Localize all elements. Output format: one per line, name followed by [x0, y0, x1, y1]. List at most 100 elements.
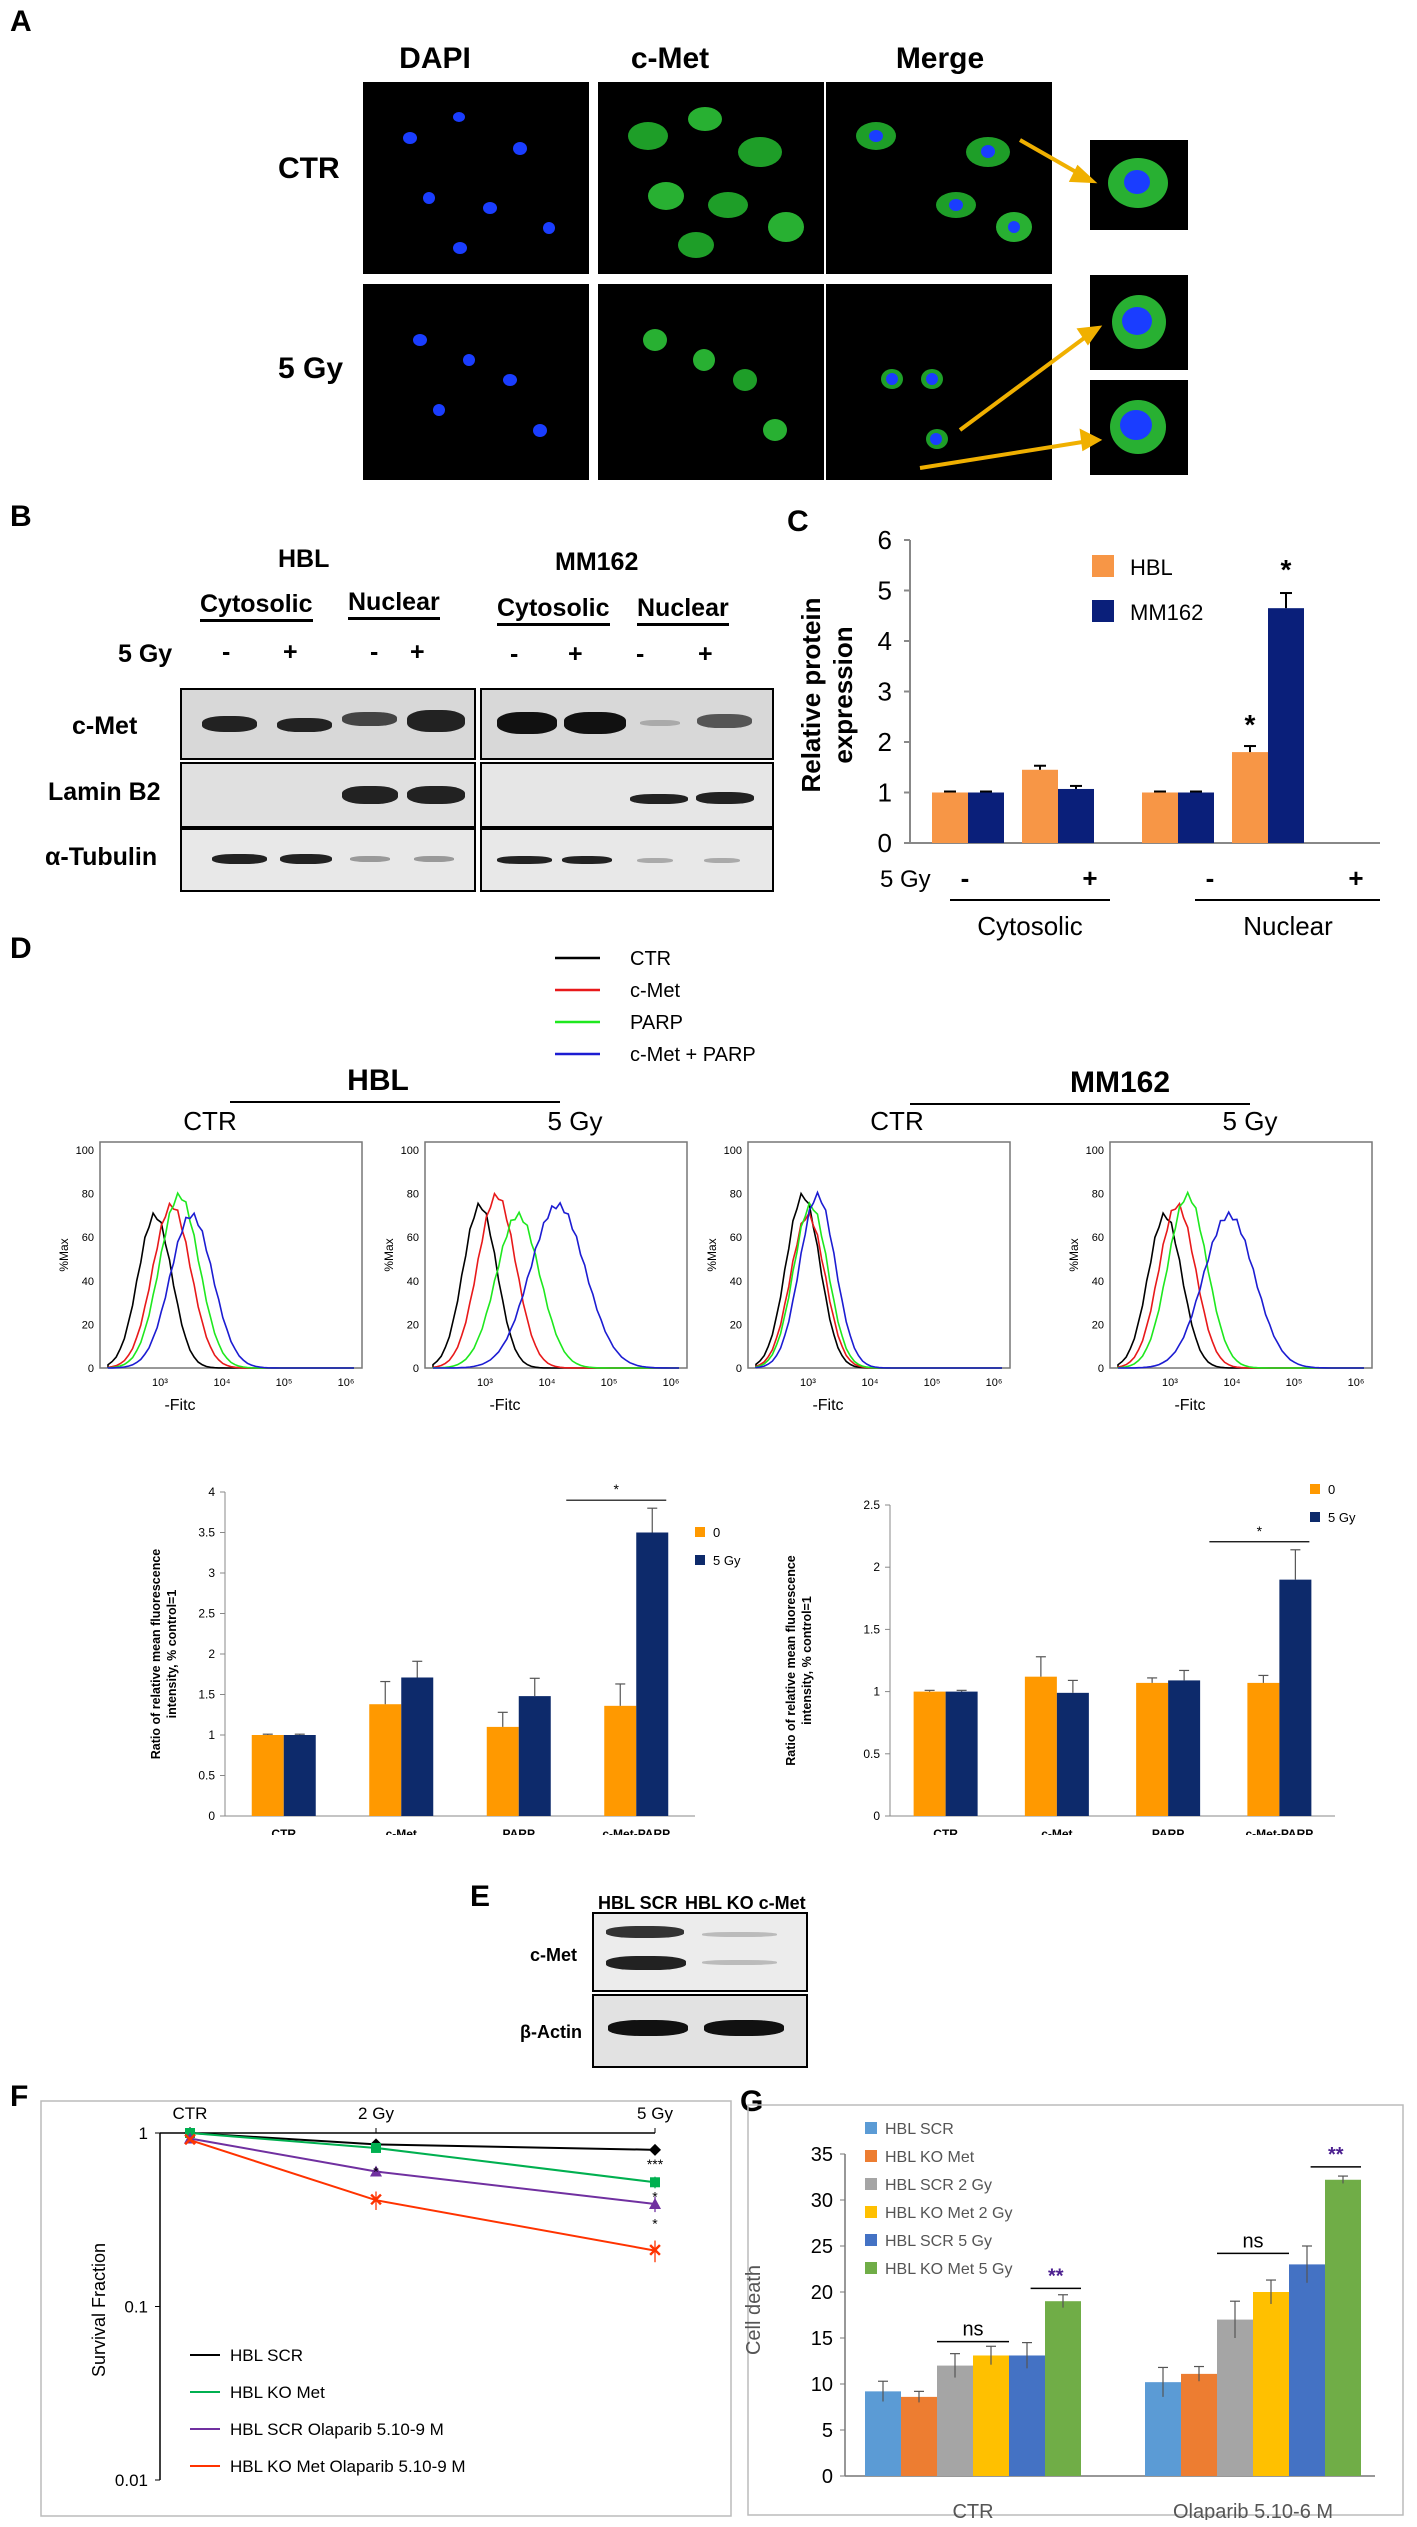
chart-d-mm162-bars: 0 0.5 1 1.5 2 2.5 Ratio of relative mean fluor…: [784, 1482, 1356, 1835]
annotation: ***: [647, 2156, 664, 2172]
legend-label: 0: [1328, 1482, 1335, 1497]
y-tick-label: 3.5: [198, 1526, 215, 1540]
legend-label: HBL KO Met: [230, 2383, 325, 2402]
y-tick-label: 1: [208, 1728, 215, 1742]
panelB-protein-laminb2: Lamin B2: [48, 778, 161, 806]
x-tick-label: c-Met: [1041, 1827, 1072, 1835]
y-tick-label: 60: [82, 1232, 94, 1244]
y-tick-label: 0: [1098, 1363, 1104, 1375]
annotation: *: [652, 2189, 658, 2205]
y-tick-label: 2: [873, 1560, 880, 1574]
condition-label: 5 Gy: [1223, 1106, 1278, 1136]
y-axis-label: %Max: [382, 1238, 396, 1271]
histogram-curve-c-met-parp: [433, 1201, 679, 1369]
x-tick-label: 10⁶: [338, 1377, 355, 1389]
histogram-curve-ctr: [755, 1191, 1002, 1369]
panelE-protein-cmet: c-Met: [530, 1945, 578, 1965]
significance-star: *: [1245, 709, 1256, 740]
y-tick-label: 1.5: [863, 1622, 880, 1636]
line-series-0: [189, 2132, 656, 2151]
micrograph-dapi-ctr: [363, 82, 589, 274]
panelB-sign: -: [510, 640, 519, 668]
x-tick-label: 10³: [152, 1377, 168, 1389]
panelB-sign: -: [370, 638, 379, 666]
y-tick-label: 1.5: [198, 1688, 215, 1702]
x-tick-label: 2 Gy: [358, 2104, 394, 2123]
panel-letter-d: D: [10, 932, 32, 965]
panelB-protein-cmet: c-Met: [72, 712, 138, 740]
panelE-col-ko: HBL KO c-Met: [685, 1893, 806, 1913]
y-tick-label: 20: [730, 1319, 742, 1331]
bar-series-5: [1045, 2301, 1081, 2476]
blot-hbl-tubulin: [180, 828, 476, 892]
blot-mm162-lamin: [480, 762, 774, 828]
x-axis-label: -Fitc: [812, 1397, 843, 1414]
x-tick-label: 10⁵: [1286, 1377, 1303, 1389]
legend-label: HBL KO Met 2 Gy: [885, 2205, 1012, 2222]
panelA-col-cmet: c-Met: [630, 42, 710, 75]
zoom-inset-5gy-bottom: [1090, 380, 1188, 475]
zoom-inset-ctr: [1090, 140, 1188, 230]
histogram-curve-ctr: [107, 1211, 354, 1369]
point-marker: ✕: [647, 2241, 662, 2261]
panelB-fraction-hbl-nuc: Nuclear: [348, 588, 440, 620]
legend-label: HBL SCR 2 Gy: [885, 2177, 992, 2194]
y-tick-label: 0.1: [124, 2298, 148, 2317]
y-tick-label: 0.5: [198, 1769, 215, 1783]
y-tick-label: 25: [811, 2236, 833, 2258]
legend-label: 5 Gy: [1328, 1510, 1356, 1525]
x-axis-label: -Fitc: [164, 1397, 195, 1414]
panelD-histograms: HBL MM162 CTR 100 80 60 40 20 0 %Max 10³ 10⁴ 10⁵ 10⁶ -…: [57, 1064, 1373, 1414]
treatment-sign: -: [1206, 863, 1215, 893]
chart-frame: [40, 2100, 732, 2517]
histogram-curve-c-met: [107, 1201, 354, 1369]
y-axis-label: %Max: [57, 1238, 71, 1271]
y-tick-label: 3: [208, 1566, 215, 1580]
histogram-curve-parp: [755, 1200, 1002, 1369]
legend-label: HBL SCR: [230, 2346, 303, 2365]
panelB-protein-tubulin: α-Tubulin: [45, 843, 158, 871]
significance-star: *: [1281, 554, 1292, 585]
y-tick-label: 20: [811, 2282, 833, 2304]
significance-star: *: [1257, 1523, 1263, 1539]
treatment-sign: -: [961, 863, 970, 893]
y-axis-label-line1: Ratio of relative mean fluorescence: [784, 1555, 798, 1766]
panelA-row-ctr: CTR: [278, 152, 340, 185]
y-tick-label: 0: [413, 1363, 419, 1375]
significance-label: **: [1328, 2144, 1344, 2166]
legend-swatch: [1092, 555, 1114, 577]
y-tick-label: 6: [878, 530, 892, 555]
legend-swatch: [865, 2122, 877, 2134]
panel-letter-c: C: [787, 505, 809, 538]
histogram-curve-c-met: [1117, 1201, 1364, 1369]
significance-label: **: [1048, 2265, 1064, 2287]
x-tick-label: 10³: [1162, 1377, 1178, 1389]
bar-hbl: [932, 792, 968, 843]
legend-label: HBL SCR 5 Gy: [885, 2233, 992, 2250]
bar-5gy: [1168, 1680, 1201, 1816]
bar-series-3: [1253, 2292, 1289, 2476]
bar-series-2: [937, 2365, 973, 2476]
y-tick-label: 20: [82, 1319, 94, 1331]
y-tick-label: 2.5: [198, 1607, 215, 1621]
y-tick-label: 60: [1092, 1232, 1104, 1244]
panelE-col-scr: HBL SCR: [598, 1893, 678, 1913]
blot-e-cmet: [592, 1912, 808, 1992]
bar-series-4: [1009, 2355, 1045, 2476]
chart-g: 0 5 10 15 20 25 30 35 Cell death CTR Olaparib 5.10…: [743, 2104, 1404, 2520]
y-tick-label: 3: [878, 677, 892, 707]
annotation: *: [652, 2216, 658, 2232]
bar-mm162: [1058, 788, 1094, 843]
y-tick-label: 15: [811, 2328, 833, 2350]
panel-letter-g: G: [740, 2085, 764, 2118]
y-tick-label: 10: [811, 2374, 833, 2396]
y-tick-label: 0: [208, 1809, 215, 1823]
bar-5gy: [636, 1532, 669, 1816]
significance-star: *: [614, 1481, 620, 1497]
bar-0: [604, 1705, 637, 1816]
legend-label: HBL KO Met Olaparib 5.10-9 M: [230, 2457, 466, 2476]
x-tick-label: 10⁴: [1224, 1377, 1241, 1389]
bar-series-1: [901, 2396, 937, 2476]
x-tick-label: 10⁶: [986, 1377, 1003, 1389]
bar-5gy: [518, 1696, 551, 1816]
